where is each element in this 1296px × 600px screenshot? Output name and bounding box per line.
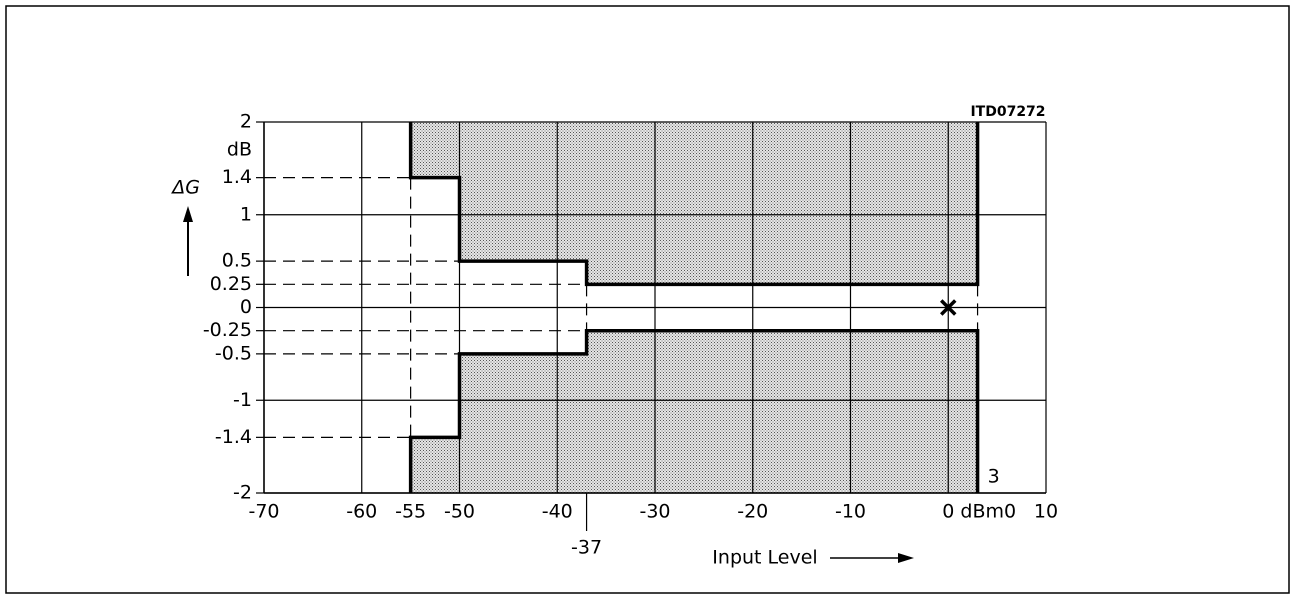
y-unit: dB xyxy=(227,139,252,161)
y-tick-label: -2 xyxy=(233,482,252,504)
y-tick-label: 2 xyxy=(240,111,252,133)
y-tick-label: 1.4 xyxy=(222,166,252,188)
reference-point xyxy=(940,299,957,316)
figure-id: ITD07272 xyxy=(970,104,1045,120)
mask-boundary xyxy=(408,122,980,287)
y-tick-label: 0.5 xyxy=(222,250,252,272)
y-tick-label: 0.25 xyxy=(210,273,252,295)
y-tick-label: 1 xyxy=(240,203,252,225)
x-arrow-head xyxy=(898,553,914,563)
x-tick-label: -20 xyxy=(737,501,768,523)
x-tick-label: -10 xyxy=(835,501,866,523)
y-arrow-head xyxy=(183,206,193,222)
y-tick-label: 0 xyxy=(240,296,252,318)
y-tick-label: -1 xyxy=(233,389,252,411)
annotation: 3 xyxy=(988,466,1000,488)
x-tick-label: -60 xyxy=(346,501,377,523)
frame xyxy=(5,5,1290,594)
x-tick-label: -30 xyxy=(639,501,670,523)
x-tick-label: -40 xyxy=(542,501,573,523)
x-tick-label: -70 xyxy=(248,501,279,523)
x-tick-label: -55 xyxy=(395,501,426,523)
mask-area xyxy=(410,330,978,493)
x-tick-label: 10 xyxy=(1034,501,1058,523)
x-tick-label: -37 xyxy=(571,537,602,559)
mask-area xyxy=(410,122,978,285)
y-tick-label: -0.5 xyxy=(215,342,252,364)
y-tick-label: -0.25 xyxy=(203,319,252,341)
x-tick-label: 0 dBm0 xyxy=(942,501,1016,523)
x-axis-label: Input Level xyxy=(712,547,817,569)
y-axis-label: ΔG xyxy=(170,177,200,199)
y-tick-label: -1.4 xyxy=(215,426,252,448)
mask-boundary xyxy=(408,328,980,493)
x-tick-label: -50 xyxy=(444,501,475,523)
